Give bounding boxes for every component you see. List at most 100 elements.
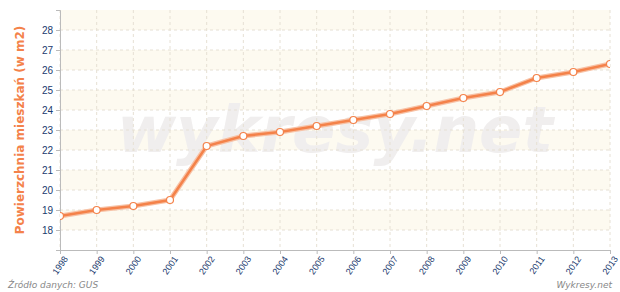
x-tick-mark xyxy=(207,250,208,254)
x-tick-mark xyxy=(537,250,538,254)
x-tick-mark xyxy=(610,250,611,254)
marker xyxy=(423,103,430,110)
x-tick: 2009 xyxy=(454,250,474,276)
grid-line-y xyxy=(60,230,610,231)
y-tick-mark xyxy=(56,210,60,211)
band xyxy=(60,230,610,250)
y-tick: 22 xyxy=(42,145,60,156)
y-tick: 20 xyxy=(42,185,60,196)
x-tick-label: 2000 xyxy=(124,254,144,276)
y-tick: 28 xyxy=(42,25,60,36)
x-tick-mark xyxy=(390,250,391,254)
line-halo xyxy=(60,64,610,216)
x-tick: 2011 xyxy=(527,250,546,276)
marker xyxy=(607,61,611,68)
y-tick-label: 19 xyxy=(42,205,54,216)
marker xyxy=(240,133,247,140)
source: Źródło danych: GUS xyxy=(7,279,98,290)
x-tick-label: 2004 xyxy=(270,254,290,276)
x-tick: 2003 xyxy=(234,250,254,276)
x-tick-label: 2012 xyxy=(564,254,584,276)
x-axis-line xyxy=(61,251,611,255)
grid-line-x xyxy=(610,10,611,250)
x-tick: 2004 xyxy=(270,250,290,276)
x-tick-label: 2011 xyxy=(527,254,546,276)
marker xyxy=(497,89,504,96)
x-tick: 2007 xyxy=(380,250,400,276)
y-tick-label: 23 xyxy=(42,125,54,136)
marker xyxy=(570,69,577,76)
x-tick-label: 1999 xyxy=(87,254,107,276)
grid-line-x xyxy=(243,10,244,250)
y-tick-label: 18 xyxy=(42,225,54,236)
marker xyxy=(313,123,320,130)
x-tick-label: 2001 xyxy=(160,254,180,276)
y-tick-mark xyxy=(56,130,60,131)
x-tick: 2002 xyxy=(197,250,217,276)
x-tick-mark xyxy=(427,250,428,254)
y-tick-label: 28 xyxy=(42,25,54,36)
grid-line-x xyxy=(390,10,391,250)
x-tick: 2006 xyxy=(344,250,364,276)
bands xyxy=(60,10,610,250)
marker xyxy=(387,111,394,118)
grid-line-x xyxy=(206,10,207,250)
marker xyxy=(203,143,210,150)
y-tick-mark xyxy=(56,110,60,111)
x-tick-mark xyxy=(60,250,61,254)
y-tick: 18 xyxy=(42,225,60,236)
x-tick-mark xyxy=(170,250,171,254)
grid-line-x xyxy=(170,10,171,250)
y-tick-mark xyxy=(56,30,60,31)
y-tick-label: 24 xyxy=(42,105,54,116)
grid-line-x xyxy=(133,10,134,250)
x-tick-label: 2009 xyxy=(454,254,474,276)
x-tick-mark xyxy=(463,250,464,254)
grid-line-y xyxy=(60,50,610,51)
grid-line-y xyxy=(60,90,610,91)
x-tick: 2008 xyxy=(417,250,437,276)
y-tick: 24 xyxy=(42,105,60,116)
x-tick: 1999 xyxy=(87,250,107,276)
x-tick-mark xyxy=(353,250,354,254)
x-tick-mark xyxy=(317,250,318,254)
grid-line-y xyxy=(60,130,610,131)
y-tick-mark xyxy=(56,50,60,51)
y-tick-label: 25 xyxy=(42,85,54,96)
x-tick-mark xyxy=(133,250,134,254)
y-axis: 1819202122232425262728 xyxy=(42,11,61,251)
y-tick-label: 20 xyxy=(42,185,54,196)
y-tick-label: 21 xyxy=(42,165,54,176)
marker xyxy=(277,129,284,136)
grid xyxy=(60,10,610,250)
chart: wykresy.net18192021222324252627281998199… xyxy=(0,0,620,292)
y-tick-mark xyxy=(56,170,60,171)
x-tick: 2001 xyxy=(160,250,180,276)
x-tick: 2013 xyxy=(600,250,620,276)
y-tick: 23 xyxy=(42,125,60,136)
plot: wykresy.net18192021222324252627281998199… xyxy=(42,10,620,276)
grid-line-y xyxy=(60,70,610,71)
band xyxy=(60,170,610,190)
y-tick-mark xyxy=(56,190,60,191)
x-tick: 2010 xyxy=(490,250,510,276)
marker xyxy=(93,207,100,214)
grid-line-x xyxy=(353,10,354,250)
grid-line-x xyxy=(536,10,537,250)
x-tick-label: 2002 xyxy=(197,254,217,276)
line xyxy=(60,64,610,216)
x-tick-label: 1998 xyxy=(50,254,70,276)
marks xyxy=(60,61,610,220)
x-tick-mark xyxy=(97,250,98,254)
x-tick-label: 2003 xyxy=(234,254,254,276)
x-tick-mark xyxy=(573,250,574,254)
x-tick: 1998 xyxy=(50,250,70,276)
y-tick-label: 26 xyxy=(42,65,54,76)
grid-line-x xyxy=(463,10,464,250)
y-tick-label: 22 xyxy=(42,145,54,156)
grid-line-y xyxy=(60,110,610,111)
x-tick: 2000 xyxy=(124,250,144,276)
y-axis-line xyxy=(56,11,61,251)
y-tick-mark xyxy=(56,70,60,71)
grid-line-x xyxy=(573,10,574,250)
